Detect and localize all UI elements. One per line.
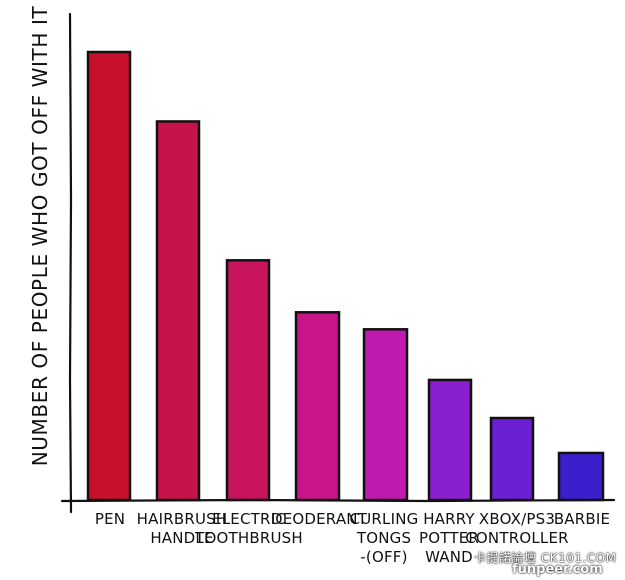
bar-4 bbox=[362, 328, 409, 502]
bar-3 bbox=[294, 311, 341, 502]
x-tick-label-line: HAIRBRUSH bbox=[137, 510, 228, 528]
x-tick-label-line: XBOX/PS3 bbox=[479, 510, 555, 528]
bars bbox=[86, 50, 605, 502]
x-tick-label-3: DEODERANT bbox=[271, 510, 368, 528]
x-tick-label-line: PEN bbox=[95, 510, 125, 528]
x-tick-label-line: HANDLE bbox=[150, 529, 213, 547]
y-axis-line bbox=[68, 12, 73, 514]
x-tick-label-line: TONGS bbox=[356, 529, 411, 547]
x-tick-label-7: BARBIE bbox=[554, 510, 610, 528]
bar-7 bbox=[557, 451, 605, 502]
x-tick-label-2: ELECTRIC TOOTHBRUSH bbox=[194, 510, 303, 547]
x-tick-label-line: BARBIE bbox=[554, 510, 610, 528]
bar-0 bbox=[86, 50, 132, 502]
x-tick-label-5: HARRY POTTER WAND bbox=[419, 510, 479, 566]
x-tick-label-line: POTTER bbox=[419, 529, 479, 547]
bar-6 bbox=[489, 416, 535, 502]
x-tick-label-line: WAND bbox=[425, 548, 473, 566]
watermark-funpeer: funpeer.com bbox=[512, 562, 603, 577]
x-tick-label-line: -(OFF) bbox=[360, 548, 407, 566]
x-tick-label-line: TOOTHBRUSH bbox=[194, 529, 303, 547]
x-tick-label-0: PEN bbox=[95, 510, 125, 528]
x-axis-line bbox=[60, 498, 616, 503]
x-tick-label-line: HARRY bbox=[423, 510, 475, 528]
bar-1 bbox=[155, 120, 201, 502]
bar-5 bbox=[427, 378, 473, 502]
bar-2 bbox=[225, 259, 271, 502]
watermark-ck101: 卡提諾論壇 CK101.COM bbox=[474, 551, 617, 565]
x-tick-label-4: CURLING TONGS -(OFF) bbox=[350, 510, 419, 566]
x-tick-label-6: XBOX/PS3 CONTROLLER bbox=[465, 510, 569, 547]
x-tick-label-line: DEODERANT bbox=[271, 510, 368, 528]
x-tick-label-line: CURLING bbox=[350, 510, 419, 528]
x-tick-label-line: ELECTRIC bbox=[212, 510, 286, 528]
x-tick-label-1: HAIRBRUSH HANDLE bbox=[137, 510, 228, 547]
y-axis-title: NUMBER OF PEOPLE WHO GOT OFF WITH IT bbox=[28, 6, 52, 467]
x-tick-label-line: CONTROLLER bbox=[465, 529, 569, 547]
